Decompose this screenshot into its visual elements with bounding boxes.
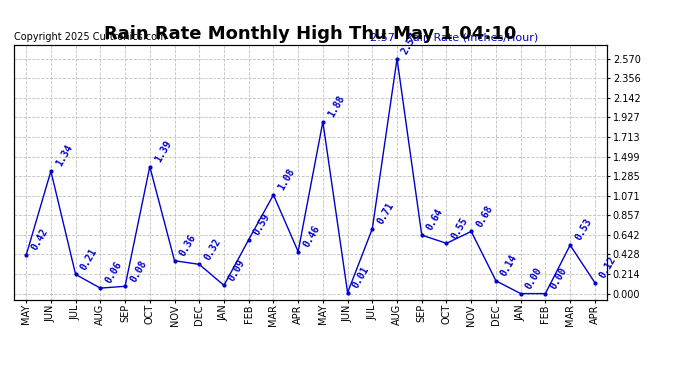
Text: 1.08: 1.08 — [277, 167, 297, 192]
Text: 0.42: 0.42 — [29, 227, 50, 252]
Text: 0.09: 0.09 — [227, 257, 247, 283]
Text: 0.46: 0.46 — [301, 224, 322, 249]
Text: 0.55: 0.55 — [449, 215, 470, 241]
Text: 0.12: 0.12 — [598, 255, 618, 280]
Text: 1.88: 1.88 — [326, 94, 346, 119]
Text: 0.64: 0.64 — [425, 207, 445, 232]
Text: Copyright 2025 Curtronics.com: Copyright 2025 Curtronics.com — [14, 33, 166, 42]
Text: 0.36: 0.36 — [177, 232, 198, 258]
Text: 0.59: 0.59 — [252, 211, 272, 237]
Text: 0.68: 0.68 — [474, 203, 495, 229]
Text: 1.34: 1.34 — [54, 143, 75, 168]
Text: 0.53: 0.53 — [573, 217, 593, 242]
Text: 2.57   Rain Rate (Inches/Hour): 2.57 Rain Rate (Inches/Hour) — [370, 33, 538, 42]
Text: 0.08: 0.08 — [128, 258, 148, 284]
Text: 1.39: 1.39 — [152, 138, 173, 164]
Text: 0.21: 0.21 — [79, 246, 99, 272]
Title: Rain Rate Monthly High Thu May 1 04:10: Rain Rate Monthly High Thu May 1 04:10 — [104, 26, 517, 44]
Text: 0.01: 0.01 — [351, 265, 371, 290]
Text: 0.71: 0.71 — [375, 201, 395, 226]
Text: 0.14: 0.14 — [499, 253, 520, 278]
Text: 0.00: 0.00 — [549, 266, 569, 291]
Text: 0.00: 0.00 — [524, 266, 544, 291]
Text: 0.06: 0.06 — [104, 260, 124, 285]
Text: 2.57: 2.57 — [400, 31, 420, 56]
Text: 0.32: 0.32 — [202, 236, 223, 262]
